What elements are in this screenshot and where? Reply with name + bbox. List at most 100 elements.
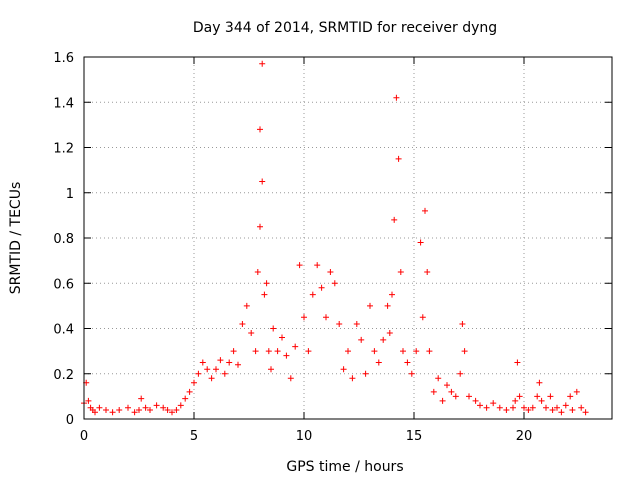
- data-point: [265, 348, 272, 355]
- data-point: [558, 409, 565, 416]
- data-point: [448, 388, 455, 395]
- data-point: [263, 280, 270, 287]
- y-tick-label: 1.4: [53, 96, 74, 111]
- x-tick-label: 20: [516, 429, 533, 444]
- data-point: [582, 409, 589, 416]
- data-point: [125, 404, 131, 411]
- data-point: [503, 406, 510, 413]
- data-point: [173, 406, 180, 413]
- data-point: [417, 239, 424, 246]
- data-point: [510, 404, 516, 411]
- data-point: [529, 404, 536, 411]
- data-point: [384, 302, 391, 309]
- data-point: [309, 291, 316, 298]
- data-point: [496, 404, 503, 411]
- data-point: [103, 406, 109, 413]
- data-point: [268, 366, 274, 373]
- data-point: [259, 178, 266, 185]
- data-point: [353, 320, 360, 327]
- data-point: [327, 268, 334, 275]
- data-point: [452, 393, 459, 400]
- data-point: [204, 366, 211, 373]
- data-point: [435, 375, 442, 382]
- data-point: [562, 402, 569, 409]
- data-point: [292, 343, 299, 350]
- data-point: [92, 409, 98, 416]
- y-tick-label: 0.6: [53, 277, 74, 292]
- data-point: [404, 359, 411, 366]
- data-point: [422, 207, 428, 214]
- data-point: [191, 379, 197, 386]
- data-point: [358, 336, 365, 343]
- data-point: [195, 370, 202, 377]
- data-point: [287, 375, 294, 382]
- data-point: [543, 404, 549, 411]
- data-point: [569, 406, 576, 413]
- data-point: [466, 393, 472, 400]
- data-point: [116, 406, 123, 413]
- data-point: [160, 404, 167, 411]
- data-point: [323, 314, 329, 321]
- data-point: [274, 348, 281, 355]
- data-point: [164, 406, 171, 413]
- data-point: [380, 336, 387, 343]
- data-point: [226, 359, 233, 366]
- data-point: [419, 314, 426, 321]
- data-point: [472, 397, 479, 404]
- data-point: [85, 397, 92, 404]
- grid-lines: [84, 57, 612, 419]
- data-point: [400, 348, 406, 355]
- data-point: [391, 216, 398, 223]
- data-point: [96, 404, 103, 411]
- data-point: [221, 370, 228, 377]
- data-point: [177, 402, 184, 409]
- data-point: [243, 302, 250, 309]
- data-point: [525, 406, 532, 413]
- data-point: [389, 291, 395, 298]
- x-tick-label: 0: [80, 429, 88, 444]
- data-point: [314, 262, 321, 269]
- data-point: [336, 320, 343, 327]
- data-point: [567, 393, 574, 400]
- data-point: [259, 60, 266, 67]
- y-tick-label: 0.8: [53, 232, 74, 247]
- data-points: [81, 60, 589, 416]
- data-point: [252, 348, 259, 355]
- y-axis-title: SRMTID / TECUs: [8, 182, 24, 295]
- data-point: [153, 402, 160, 409]
- data-point: [349, 375, 356, 382]
- data-point: [239, 320, 246, 327]
- data-point: [248, 330, 255, 337]
- data-point: [536, 379, 543, 386]
- tick-labels: 0 0.2 0.4 0.6 0.8 1 1.2 1.4 1.6 0 5 10 15 20: [53, 51, 532, 444]
- data-point: [362, 370, 369, 377]
- data-point: [367, 302, 373, 309]
- data-point: [109, 409, 116, 416]
- data-point: [340, 366, 347, 373]
- data-point: [413, 348, 420, 355]
- plot-frame: [83, 56, 613, 420]
- data-point: [386, 330, 393, 337]
- data-point: [261, 291, 268, 298]
- data-point: [138, 395, 145, 402]
- data-point: [483, 404, 490, 411]
- x-tick-label: 15: [406, 429, 423, 444]
- data-point: [490, 400, 497, 407]
- x-tick-label: 10: [296, 429, 313, 444]
- data-point: [186, 388, 193, 395]
- y-tick-label: 1.2: [53, 142, 74, 157]
- data-point: [547, 393, 554, 400]
- data-point: [430, 388, 437, 395]
- data-point: [395, 155, 402, 162]
- data-point: [217, 357, 224, 364]
- data-point: [554, 404, 560, 411]
- data-point: [516, 393, 523, 400]
- data-point: [131, 409, 138, 416]
- data-point: [397, 268, 404, 275]
- data-point: [345, 348, 351, 355]
- data-point: [408, 370, 415, 377]
- data-point: [393, 94, 400, 101]
- data-point: [573, 388, 580, 395]
- data-point: [318, 284, 325, 291]
